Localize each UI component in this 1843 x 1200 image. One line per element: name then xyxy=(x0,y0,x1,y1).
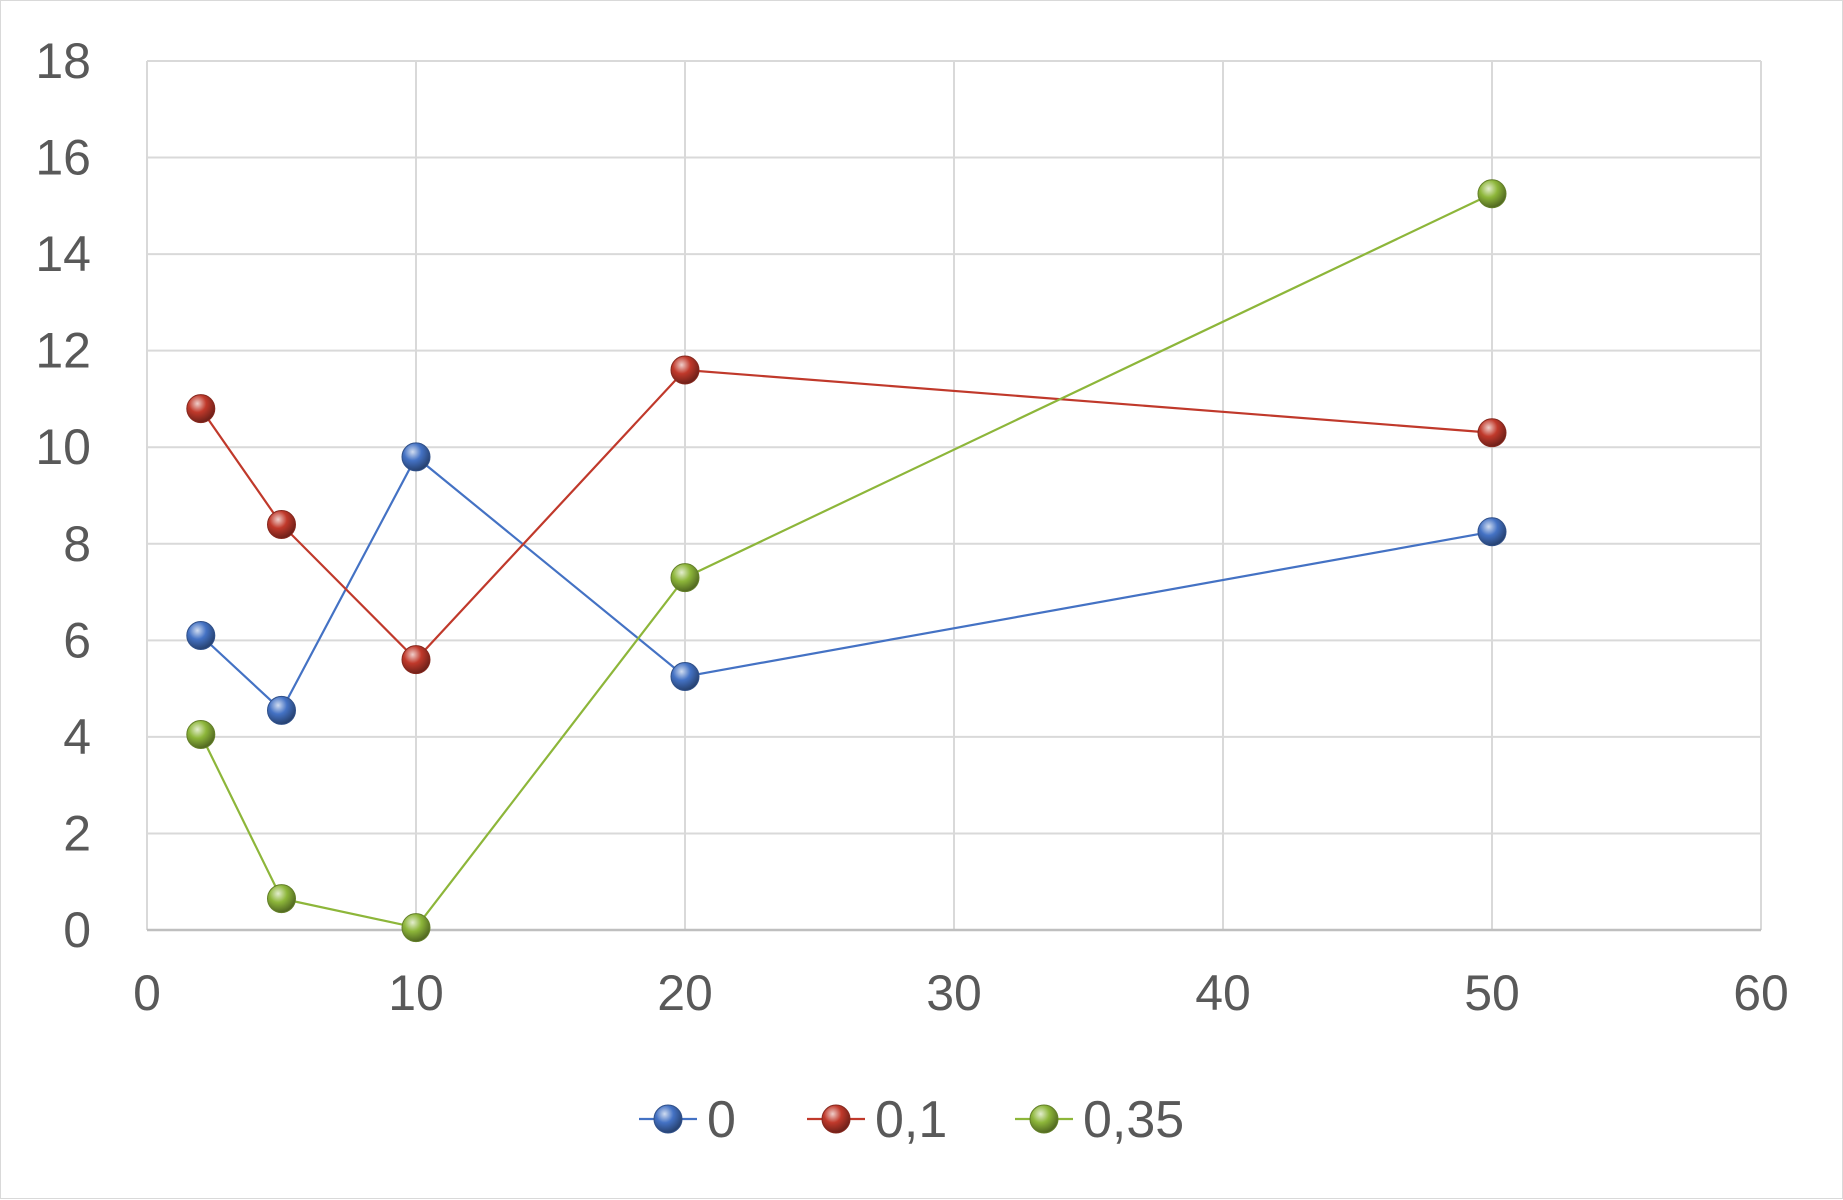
y-tick-label: 0 xyxy=(63,902,91,958)
y-tick-label: 10 xyxy=(35,419,91,475)
y-tick-label: 12 xyxy=(35,323,91,379)
data-point[interactable] xyxy=(1477,179,1507,209)
legend-marker xyxy=(1029,1104,1059,1134)
x-axis-tick-labels: 0 10 20 30 40 50 60 xyxy=(133,965,1789,1021)
x-tick-label: 40 xyxy=(1195,965,1251,1021)
series-line xyxy=(200,455,1493,713)
data-point[interactable] xyxy=(186,621,216,651)
data-point[interactable] xyxy=(267,509,296,539)
legend-label: 0,35 xyxy=(1083,1091,1184,1149)
legend-item[interactable]: 0 xyxy=(639,1091,736,1149)
gridlines xyxy=(146,60,1762,931)
y-tick-label: 8 xyxy=(63,516,91,572)
x-tick-label: 0 xyxy=(133,965,161,1021)
series-line xyxy=(199,192,1493,929)
data-point[interactable] xyxy=(267,695,296,725)
y-tick-label: 16 xyxy=(35,130,91,186)
data-point[interactable] xyxy=(670,662,700,692)
legend-marker xyxy=(653,1104,683,1134)
data-point[interactable] xyxy=(670,563,700,593)
series-line xyxy=(199,368,1493,662)
data-point[interactable] xyxy=(186,394,216,424)
series-3 xyxy=(186,179,1507,943)
y-tick-label: 6 xyxy=(63,612,91,668)
data-point[interactable] xyxy=(401,913,431,943)
x-tick-label: 20 xyxy=(657,965,713,1021)
legend-item[interactable]: 0,35 xyxy=(1015,1091,1184,1149)
data-series xyxy=(186,179,1507,943)
y-tick-label: 2 xyxy=(63,805,91,861)
legend: 0 0,1 0,35 xyxy=(639,1091,1184,1149)
y-tick-label: 4 xyxy=(63,709,91,765)
data-point[interactable] xyxy=(670,355,700,385)
series-2 xyxy=(186,355,1507,675)
y-axis-tick-labels: 0 2 4 6 8 10 12 14 16 18 xyxy=(35,33,91,958)
legend-label: 0 xyxy=(707,1091,736,1149)
legend-marker xyxy=(821,1104,851,1134)
data-point[interactable] xyxy=(401,645,431,675)
y-tick-label: 18 xyxy=(35,33,91,89)
data-point[interactable] xyxy=(1477,418,1507,448)
legend-item[interactable]: 0,1 xyxy=(807,1091,947,1149)
x-tick-label: 60 xyxy=(1733,965,1789,1021)
x-tick-label: 10 xyxy=(388,965,444,1021)
legend-label: 0,1 xyxy=(875,1091,947,1149)
data-point[interactable] xyxy=(267,884,296,914)
series-1 xyxy=(186,442,1507,725)
x-tick-label: 30 xyxy=(926,965,982,1021)
y-tick-label: 14 xyxy=(35,226,91,282)
data-point[interactable] xyxy=(1477,517,1507,547)
data-point[interactable] xyxy=(186,719,216,749)
data-point[interactable] xyxy=(401,442,431,472)
x-tick-label: 50 xyxy=(1464,965,1520,1021)
